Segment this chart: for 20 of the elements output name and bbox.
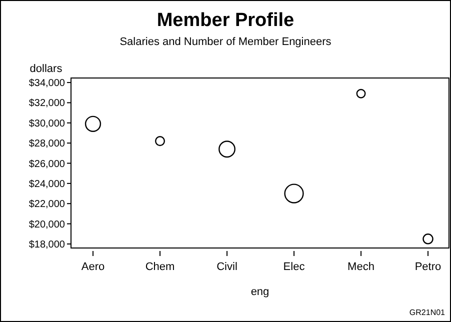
y-tick-label: $26,000 (28, 158, 66, 170)
x-tick-label: Petro (414, 261, 442, 273)
x-tick-label: Aero (81, 261, 105, 273)
x-tick-label: Civil (216, 261, 238, 273)
x-tick-label: Elec (283, 261, 306, 273)
y-axis-title: dollars (30, 63, 63, 75)
x-tick-label: Chem (145, 261, 175, 273)
y-tick-label: $18,000 (28, 239, 66, 250)
text: GR21N01 (409, 308, 446, 317)
y-tick-label: $20,000 (28, 219, 66, 230)
x-tick-label: Mech (348, 261, 374, 273)
y-tick-label: $28,000 (28, 138, 66, 150)
y-tick-label: $32,000 (28, 98, 66, 110)
x-axis-title: eng (250, 286, 270, 298)
y-tick-label: $24,000 (28, 178, 66, 190)
chart-subtitle: Salaries and Number of Member Engineers (120, 36, 332, 48)
y-tick-label: $34,000 (28, 78, 66, 90)
y-tick-label: $22,000 (28, 199, 66, 210)
chart-title: Member Profile (156, 10, 294, 31)
y-tick-label: $30,000 (28, 118, 66, 130)
